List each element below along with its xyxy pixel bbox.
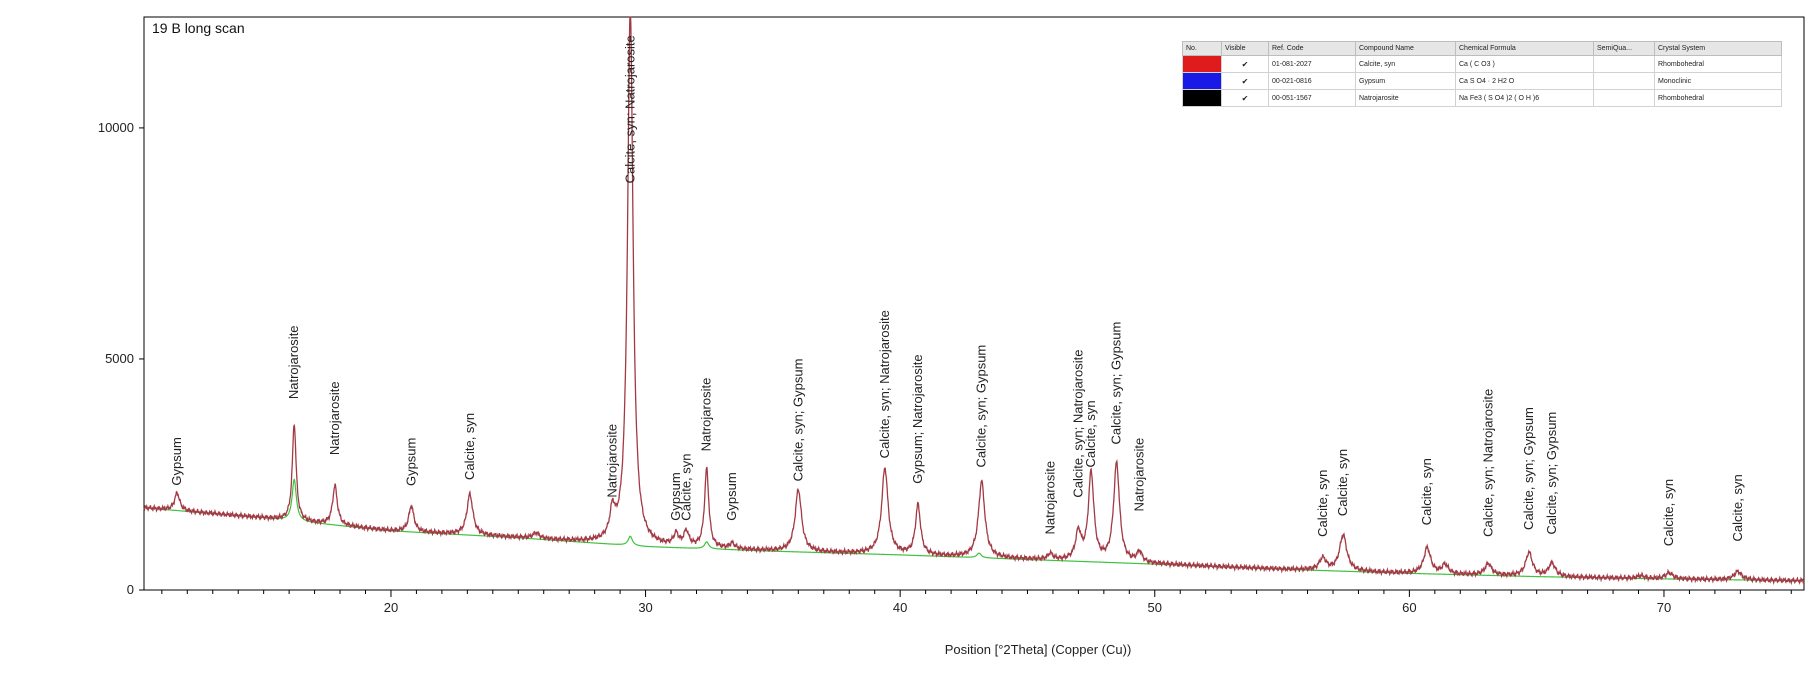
col-header-visible: Visible	[1221, 41, 1269, 56]
x-tick-label: 70	[1657, 600, 1671, 615]
peak-label: Calcite, syn	[678, 453, 693, 520]
compound-cell: Gypsum	[1355, 72, 1456, 90]
col-header-compound-name: Compound Name	[1355, 41, 1456, 56]
peak-label: Calcite, syn	[462, 413, 477, 480]
peak-label: Calcite, syn	[1419, 458, 1434, 525]
peak-label: Calcite, syn; Gypsum	[974, 345, 989, 468]
x-tick-label: 30	[638, 600, 652, 615]
table-row[interactable]: ✔ 01-081-2027 Calcite, syn Ca ( C O3 ) R…	[1182, 55, 1782, 73]
background-series-line	[143, 478, 1805, 582]
x-tick-label: 60	[1402, 600, 1416, 615]
x-axis-ticks: 20 30 40 50 60 70	[161, 590, 1792, 615]
peak-label: Calcite, syn	[1083, 400, 1098, 467]
visible-checkbox[interactable]: ✔	[1221, 72, 1269, 90]
table-row[interactable]: ✔ 00-021-0816 Gypsum Ca S O4 · 2 H2 O Mo…	[1182, 72, 1782, 90]
col-header-chemical-formula: Chemical Formula	[1455, 41, 1594, 56]
compound-cell: Natrojarosite	[1355, 89, 1456, 107]
peak-label: Gypsum	[724, 472, 739, 520]
peak-label: Gypsum	[403, 438, 418, 486]
y-tick-label: 5000	[105, 351, 134, 366]
x-tick-label: 50	[1148, 600, 1162, 615]
peak-label: Natrojarosite	[699, 378, 714, 452]
visible-checkbox[interactable]: ✔	[1221, 55, 1269, 73]
y-tick-label: 10000	[98, 120, 134, 135]
y-axis-ticks: 0 5000 10000	[98, 120, 144, 597]
crystal-system-cell: Rhombohedral	[1654, 55, 1782, 73]
formula-cell: Ca S O4 · 2 H2 O	[1455, 72, 1594, 90]
table-row[interactable]: ✔ 00-051-1567 Natrojarosite Na Fe3 ( S O…	[1182, 89, 1782, 107]
peak-label: Calcite, syn; Gypsum	[1521, 407, 1536, 530]
color-swatch	[1182, 72, 1222, 90]
peak-label: Natrojarosite	[1042, 461, 1057, 535]
peak-label: Calcite, syn; Natrojarosite	[622, 35, 637, 183]
compound-cell: Calcite, syn	[1355, 55, 1456, 73]
diffraction-pattern-line	[143, 16, 1805, 586]
peak-label: Calcite, syn; Natrojarosite	[877, 310, 892, 458]
peak-label: Gypsum; Natrojarosite	[910, 354, 925, 483]
chart-title: 19 B long scan	[152, 20, 245, 36]
formula-cell: Ca ( C O3 )	[1455, 55, 1594, 73]
peak-label: Calcite, syn	[1730, 474, 1745, 541]
x-axis-title: Position [°2Theta] (Copper (Cu))	[945, 642, 1132, 657]
peak-label: Calcite, syn; Natrojarosite	[1070, 349, 1085, 497]
col-header-no: No.	[1182, 41, 1222, 56]
ref-code-cell: 00-021-0816	[1268, 72, 1356, 90]
peak-label: Gypsum	[668, 472, 683, 520]
peak-label: Calcite, syn; Gypsum	[1544, 412, 1559, 535]
peak-label: Natrojarosite	[327, 381, 342, 455]
crystal-system-cell: Rhombohedral	[1654, 89, 1782, 107]
peak-label: Calcite, syn; Natrojarosite	[1480, 389, 1495, 537]
peak-label: Calcite, syn	[1661, 479, 1676, 546]
peak-label: Natrojarosite	[604, 424, 619, 498]
col-header-semiquant: SemiQua...	[1593, 41, 1655, 56]
semiquant-cell	[1593, 72, 1655, 90]
crystal-system-cell: Monoclinic	[1654, 72, 1782, 90]
peak-label: Natrojarosite	[1131, 438, 1146, 512]
ref-code-cell: 00-051-1567	[1268, 89, 1356, 107]
reference-pattern-table: No. Visible Ref. Code Compound Name Chem…	[1182, 41, 1782, 107]
col-header-crystal-system: Crystal System	[1654, 41, 1782, 56]
peak-label: Calcite, syn	[1335, 449, 1350, 516]
table-header-row: No. Visible Ref. Code Compound Name Chem…	[1182, 41, 1782, 56]
peak-label: Calcite, syn	[1315, 470, 1330, 537]
peak-label: Gypsum	[169, 437, 184, 485]
semiquant-cell	[1593, 89, 1655, 107]
x-tick-label: 40	[893, 600, 907, 615]
plot-frame	[143, 16, 1805, 591]
y-tick-label: 0	[127, 582, 134, 597]
color-swatch	[1182, 89, 1222, 107]
peak-label: Calcite, syn; Gypsum	[1109, 322, 1124, 445]
peak-label: Calcite, syn; Gypsum	[790, 359, 805, 482]
color-swatch	[1182, 55, 1222, 73]
formula-cell: Na Fe3 ( S O4 )2 ( O H )6	[1455, 89, 1594, 107]
semiquant-cell	[1593, 55, 1655, 73]
series-layer	[143, 16, 1805, 586]
visible-checkbox[interactable]: ✔	[1221, 89, 1269, 107]
x-tick-label: 20	[384, 600, 398, 615]
ref-code-cell: 01-081-2027	[1268, 55, 1356, 73]
col-header-ref-code: Ref. Code	[1268, 41, 1356, 56]
peak-label: Natrojarosite	[286, 325, 301, 399]
